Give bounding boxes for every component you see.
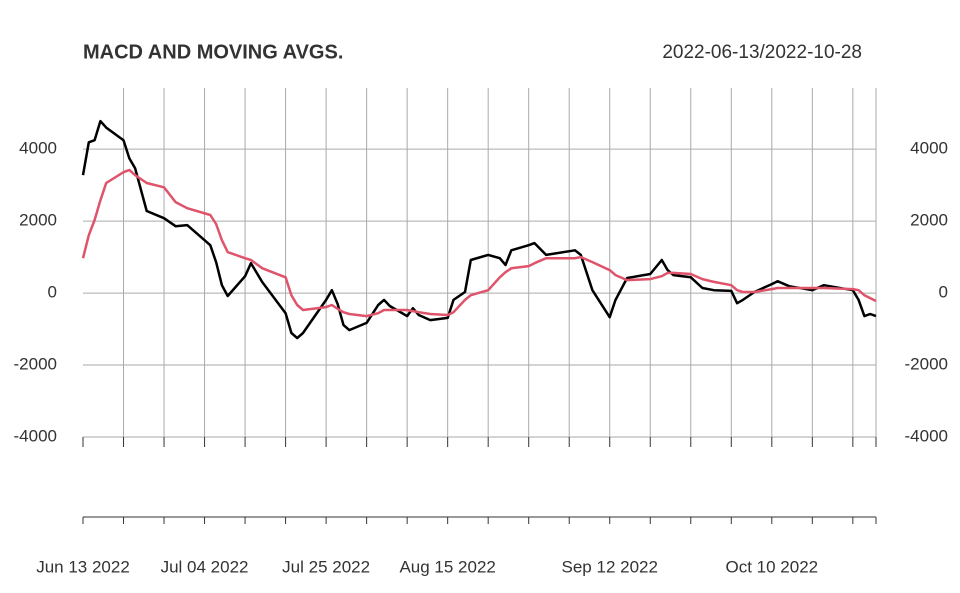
y2-tick-label: -4000 xyxy=(905,426,948,445)
y2-tick-label: 0 xyxy=(939,283,948,302)
x-tick-label: Sep 12 2022 xyxy=(562,557,658,576)
x-tick-label: Oct 10 2022 xyxy=(725,557,818,576)
series-line xyxy=(81,168,877,318)
x-tick-label: Jun 13 2022 xyxy=(36,557,130,576)
chart-title: MACD AND MOVING AVGS. xyxy=(83,41,343,63)
x-tick-label: Aug 15 2022 xyxy=(399,557,495,576)
y2-tick-label: 4000 xyxy=(910,139,948,158)
x-tick-label: Jul 25 2022 xyxy=(282,557,370,576)
y-tick-label: 0 xyxy=(48,283,57,302)
x-tick-label: Jul 04 2022 xyxy=(161,557,249,576)
chart-subtitle: 2022-06-13/2022-10-28 xyxy=(662,42,862,63)
y-tick-label: -4000 xyxy=(14,426,57,445)
y-tick-label: 2000 xyxy=(19,211,57,230)
y2-tick-label: -2000 xyxy=(905,355,948,374)
series-line xyxy=(81,119,877,340)
y-tick-label: -2000 xyxy=(14,355,57,374)
y-tick-label: 4000 xyxy=(19,139,57,158)
y2-tick-label: 2000 xyxy=(910,211,948,230)
